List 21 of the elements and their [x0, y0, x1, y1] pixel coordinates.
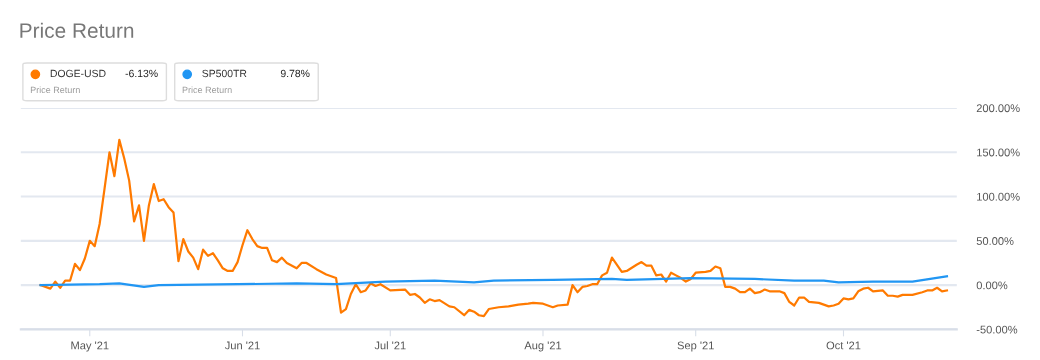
- y-tick-label: 150.00%: [977, 148, 1020, 157]
- legend-label: SP500TR: [202, 69, 247, 78]
- text: -6.13%: [125, 69, 158, 78]
- legend-label: DOGE-USD: [50, 69, 106, 78]
- y-tick-label: 200.00%: [976, 104, 1020, 113]
- y-tick-label: 0.00%: [976, 281, 1008, 290]
- y-tick-label: -50.00%: [976, 325, 1018, 334]
- x-tick-label: Sep '21: [677, 341, 714, 352]
- chart-title: Price Return: [20, 22, 134, 38]
- y-tick-label: 50.00%: [976, 237, 1014, 245]
- x-tick-label: Aug '21: [524, 341, 562, 352]
- line-series: [39, 138, 949, 318]
- text: Price Return: [30, 86, 80, 94]
- x-tick-label: Oct '21: [826, 341, 861, 350]
- text: 9.78%: [280, 69, 310, 78]
- x-tick-label: May '21: [71, 341, 109, 352]
- y-tick-label: 100.00%: [977, 192, 1020, 201]
- x-tick-label: Jun '21: [224, 341, 260, 350]
- text: Price Return: [182, 86, 232, 94]
- line-series: [39, 275, 949, 288]
- x-tick-label: Jul '21: [374, 341, 406, 350]
